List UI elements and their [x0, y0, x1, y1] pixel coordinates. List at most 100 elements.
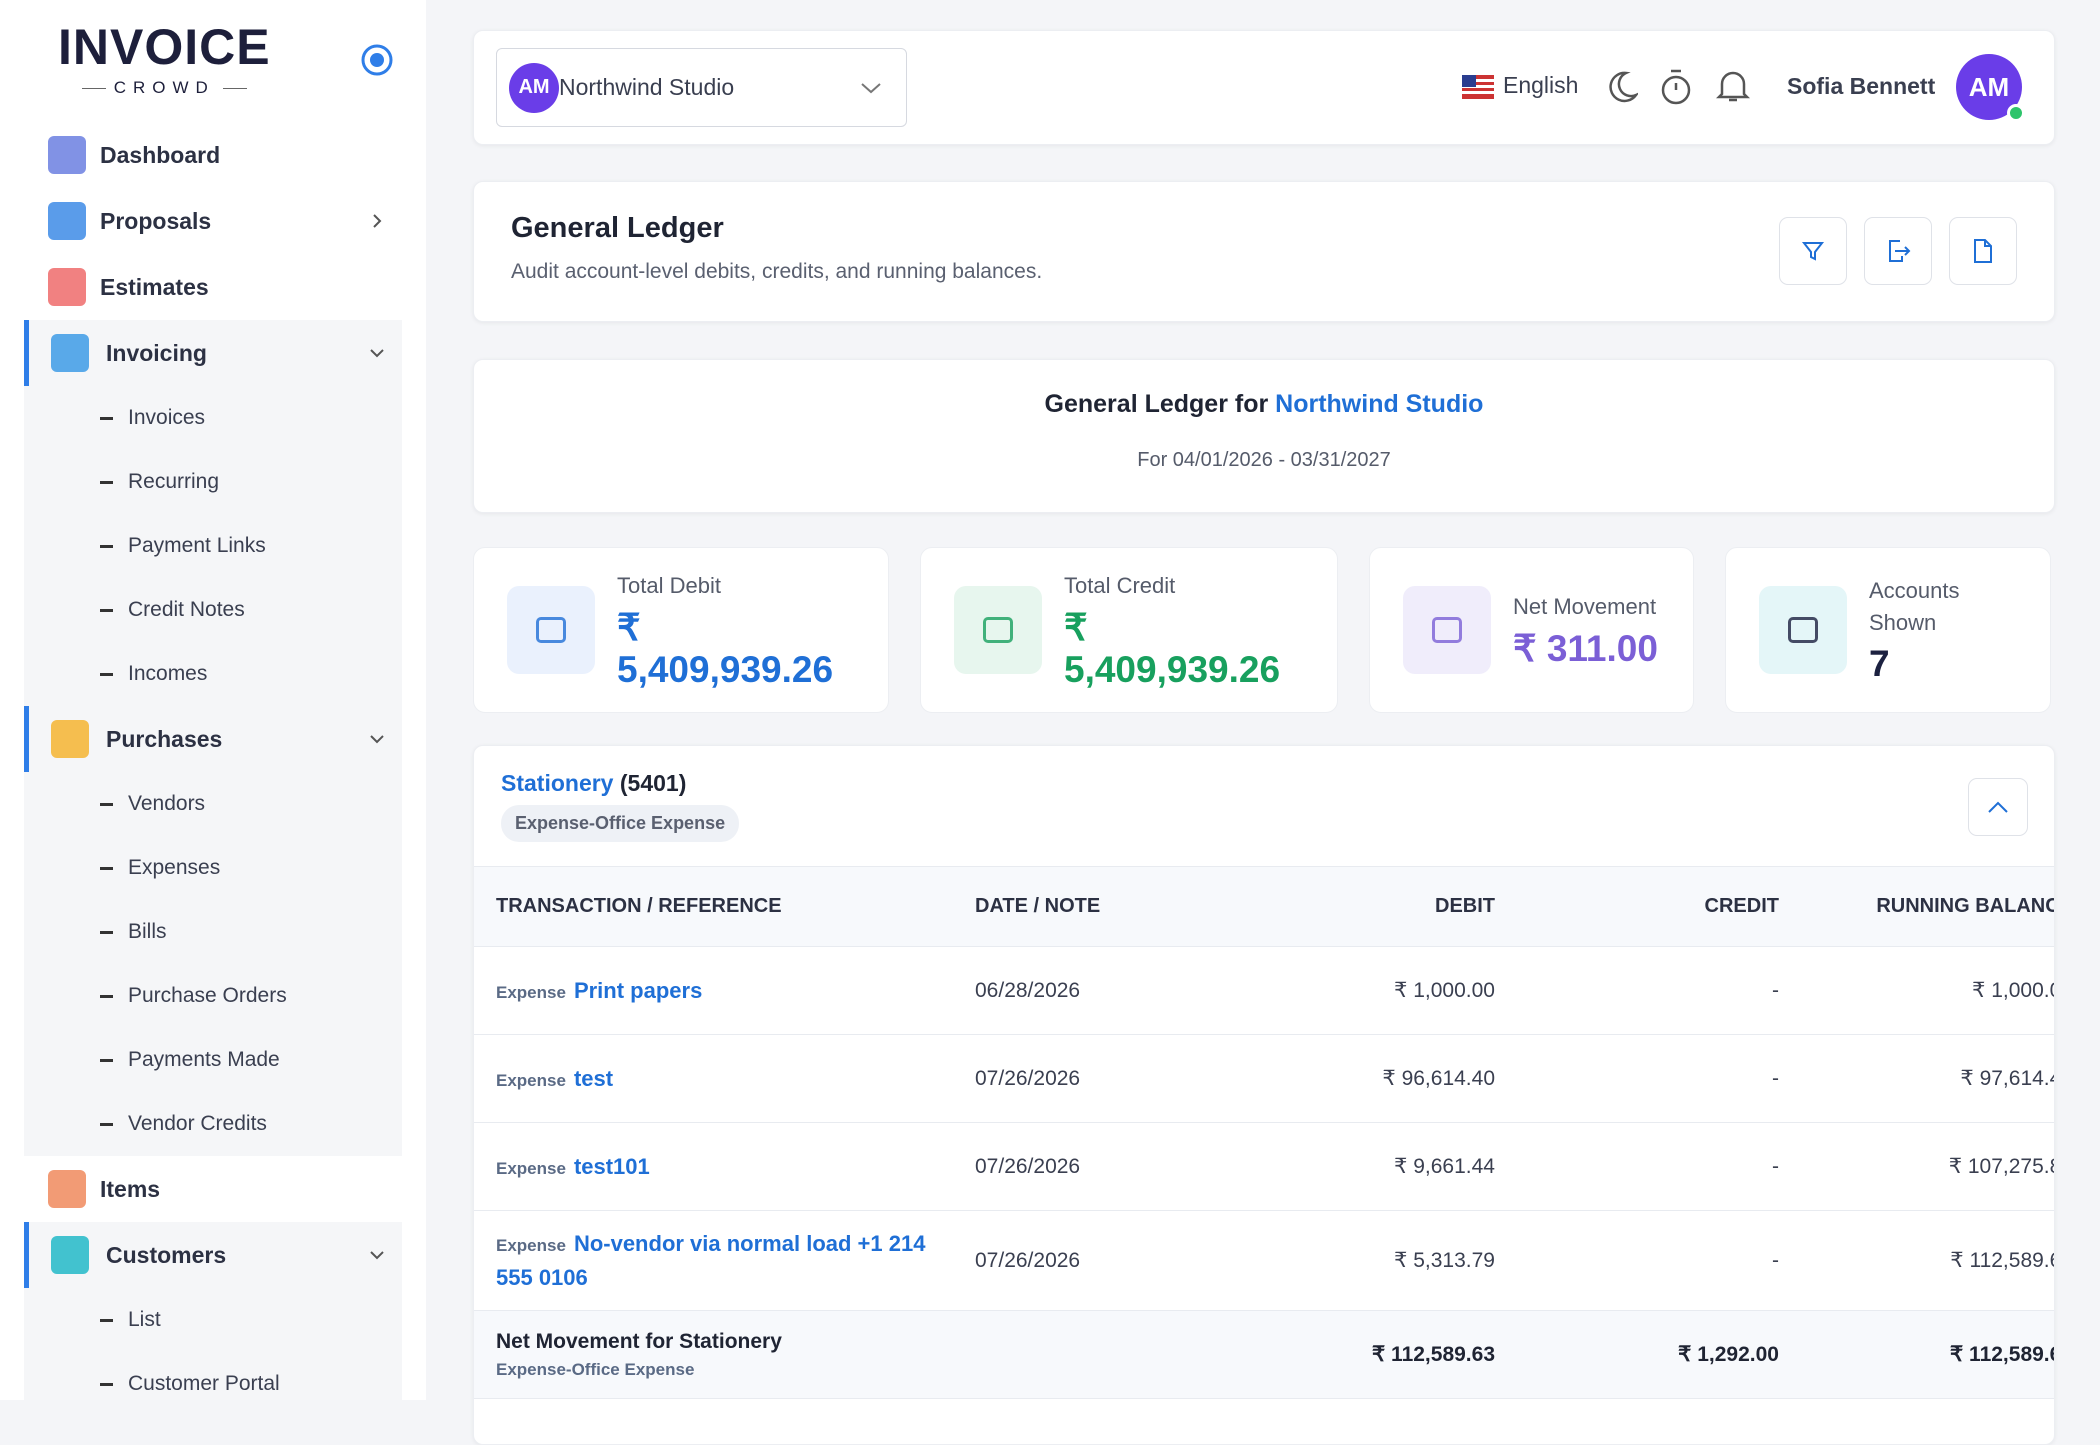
nav-subitem[interactable]: Incomes	[24, 642, 402, 706]
transaction-reference[interactable]: test101	[573, 1153, 650, 1179]
stat-glyph	[536, 617, 566, 643]
brand-tagline: CROWD	[58, 78, 271, 98]
nav-item[interactable]: Proposals	[0, 188, 426, 254]
column-header: RUNNING BALANCE	[1779, 866, 2054, 947]
nav-item[interactable]: Items	[0, 1156, 426, 1222]
stat-value: ₹ 5,409,939.26	[617, 606, 834, 690]
export-button[interactable]	[1864, 217, 1932, 285]
stats: Total Debit ₹ 5,409,939.26 Total Credit ₹ 5…	[473, 547, 2055, 713]
total-row: Net Movement for Stationery Expense-Offic…	[474, 1310, 2054, 1399]
nav-item[interactable]: Customers	[24, 1222, 402, 1288]
reference-cell: Expense No-vendor via normal load +1 214 …	[474, 1210, 956, 1311]
topbar: AM Northwind Studio English Sofia Bennet…	[473, 30, 2055, 145]
date-cell: 06/28/2026	[956, 946, 1311, 1035]
stat-icon	[954, 586, 1042, 674]
timer[interactable]	[1659, 67, 1693, 107]
report-org: Northwind Studio	[1275, 390, 1484, 418]
ledger-row: Expense test101 07/26/2026 ₹ 9,661.44- ₹ 107…	[474, 1122, 2054, 1211]
flag	[1462, 75, 1494, 99]
report-summary: General Ledger for Northwind Studio For …	[473, 359, 2055, 513]
reference-cell: Expense test101	[474, 1122, 956, 1211]
nav-subitem[interactable]: Invoices	[24, 386, 402, 450]
stat-glyph	[1432, 617, 1462, 643]
nav-label: Estimates	[100, 273, 209, 300]
account-code: (5401)	[619, 770, 687, 796]
debit-cell: ₹ 1,000.00	[1311, 946, 1496, 1035]
nav-item[interactable]: Estimates	[0, 254, 426, 320]
nav-icon	[48, 1170, 86, 1208]
nav-subitem[interactable]: Vendor Credits	[24, 1092, 402, 1156]
account-name[interactable]: Stationery	[501, 770, 614, 796]
total-debit: ₹ 112,589.63	[1311, 1310, 1496, 1399]
balance-cell: ₹ 1,000.00	[1779, 946, 2054, 1035]
org-select[interactable]: AM Northwind Studio	[496, 48, 907, 127]
stat-value: 7	[1869, 643, 1890, 684]
app: INVOICE CROWD Dashboard Proposals Estimate…	[0, 0, 2100, 1400]
nav-subitem[interactable]: Expenses	[24, 836, 402, 900]
date-cell: 07/26/2026	[956, 1122, 1311, 1211]
transaction-reference[interactable]: No-vendor via normal load +1 214 555 010…	[496, 1230, 926, 1290]
collapse-button[interactable]	[1968, 778, 2028, 836]
theme-toggle[interactable]	[1604, 69, 1638, 105]
nav-icon	[48, 202, 86, 240]
balance-cell: ₹ 112,589.63	[1779, 1210, 2054, 1311]
nav-subitem[interactable]: Credit Notes	[24, 578, 402, 642]
transaction-kind: Expense	[496, 1070, 566, 1090]
nav-icon	[51, 334, 89, 372]
stat-value: ₹ 311.00	[1513, 627, 1658, 669]
credit-cell: -	[1496, 946, 1779, 1035]
nav-icon	[51, 1236, 89, 1274]
nav-subitem[interactable]: Bills	[24, 900, 402, 964]
language[interactable]: English	[1503, 72, 1579, 98]
ledger-row: Expense test 07/26/2026 ₹ 96,614.40- ₹ 97,61…	[474, 1034, 2054, 1123]
date-cell: 07/26/2026	[956, 1034, 1311, 1123]
total-label-cell: Net Movement for Stationery Expense-Offic…	[474, 1310, 956, 1399]
nav-subitem[interactable]: List	[24, 1288, 402, 1352]
chevron	[370, 1251, 384, 1260]
stat-text: Total Credit ₹ 5,409,939.26	[1064, 570, 1312, 691]
stat-card: Accounts Shown 7	[1725, 547, 2051, 713]
pdf-button[interactable]	[1949, 217, 2017, 285]
credit-cell: -	[1496, 1210, 1779, 1311]
stat-glyph	[983, 617, 1013, 643]
column-header: CREDIT	[1496, 866, 1779, 947]
nav-label: Invoicing	[106, 339, 207, 366]
org-avatar: AM	[509, 62, 559, 113]
balance-cell: ₹ 97,614.40	[1779, 1034, 2054, 1123]
nav-subitem[interactable]: Purchase Orders	[24, 964, 402, 1028]
logo[interactable]: INVOICE CROWD	[58, 18, 271, 98]
ledger-row: Expense Print papers 06/28/2026 ₹ 1,000.00-…	[474, 946, 2054, 1035]
nav-label: Proposals	[100, 207, 212, 234]
status-dot	[2007, 104, 2025, 122]
chevron	[370, 349, 384, 358]
nav-group: Customers List Customer Portal	[24, 1222, 402, 1400]
sidebar-toggle[interactable]	[360, 43, 394, 77]
transaction-reference[interactable]: Print papers	[573, 977, 703, 1003]
nav-subitem[interactable]: Payments Made	[24, 1028, 402, 1092]
stat-card: Total Debit ₹ 5,409,939.26	[473, 547, 889, 713]
report-heading: General Ledger for	[1044, 390, 1269, 418]
debit-cell: ₹ 5,313.79	[1311, 1210, 1496, 1311]
nav-subitem[interactable]: Payment Links	[24, 514, 402, 578]
nav-item[interactable]: Invoicing	[24, 320, 402, 386]
reference-cell: Expense test	[474, 1034, 956, 1123]
total-balance: ₹ 112,589.63	[1779, 1310, 2054, 1399]
transaction-kind: Expense	[496, 1158, 566, 1178]
stat-card: Net Movement ₹ 311.00	[1369, 547, 1694, 713]
nav-subitem[interactable]: Recurring	[24, 450, 402, 514]
stat-label: Accounts Shown	[1869, 578, 1960, 635]
column-header: DATE / NOTE	[956, 866, 1311, 947]
transaction-reference[interactable]: test	[573, 1065, 614, 1091]
nav-label: Items	[100, 1175, 161, 1202]
nav-label: Customers	[106, 1241, 227, 1268]
nav-item[interactable]: Purchases	[24, 706, 402, 772]
notifications[interactable]	[1716, 67, 1750, 105]
nav-subitem[interactable]: Vendors	[24, 772, 402, 836]
stat-card: Total Credit ₹ 5,409,939.26	[920, 547, 1338, 713]
nav-item[interactable]: Dashboard	[0, 122, 426, 188]
filter-button[interactable]	[1779, 217, 1847, 285]
nav-subitem[interactable]: Customer Portal	[24, 1352, 402, 1400]
credit-cell: -	[1496, 1122, 1779, 1211]
brand-name: INVOICE	[58, 19, 271, 75]
account-section: Stationery (5401) Expense-Office Expense…	[473, 745, 2055, 1445]
